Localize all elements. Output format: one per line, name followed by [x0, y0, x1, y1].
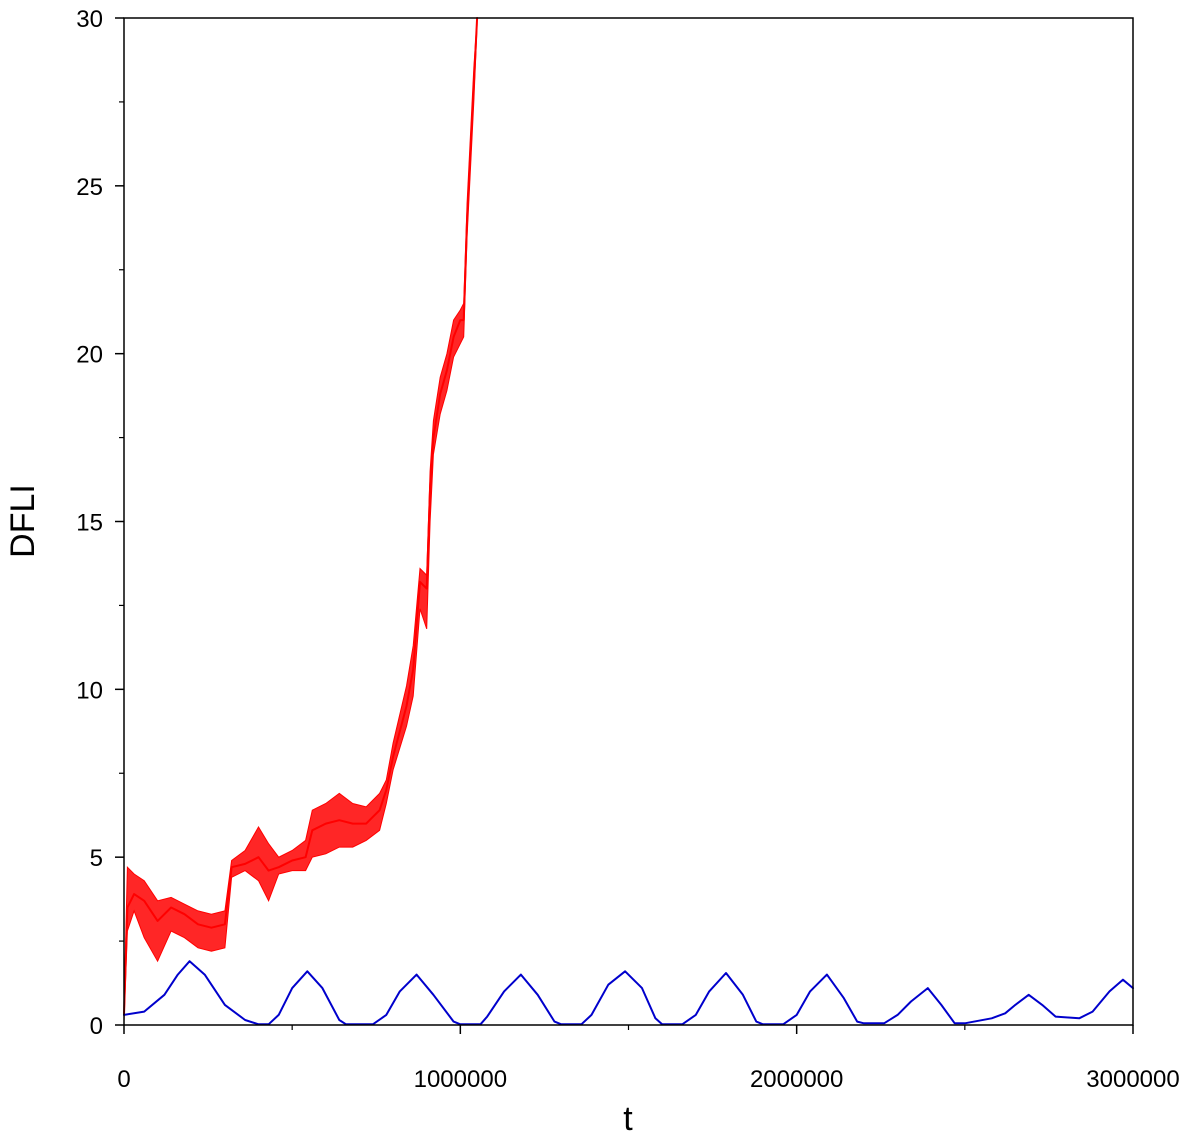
x-tick-label: 1000000	[414, 1066, 507, 1093]
y-tick-label: 0	[90, 1013, 103, 1040]
plot-marks	[123, 17, 1134, 1026]
y-tick-label: 30	[76, 6, 103, 33]
y-tick-label: 20	[76, 342, 103, 369]
y-tick-label: 10	[76, 677, 103, 704]
series-0-envelope	[123, 17, 478, 1022]
series-0-line	[123, 17, 479, 1016]
x-axis-title: t	[623, 1100, 633, 1138]
y-tick-label: 5	[90, 845, 103, 872]
axis-ticks: 0 1000000 2000000 3000000 0 5 10 15 20 25 30	[76, 6, 1179, 1093]
y-axis-title: DFLI	[4, 484, 42, 558]
x-tick-label: 2000000	[750, 1066, 843, 1093]
y-tick-label: 25	[76, 174, 103, 201]
x-tick-label: 0	[117, 1066, 130, 1093]
series-1-line	[123, 960, 1134, 1026]
y-tick-label: 15	[76, 510, 103, 537]
x-tick-label: 3000000	[1086, 1066, 1179, 1093]
